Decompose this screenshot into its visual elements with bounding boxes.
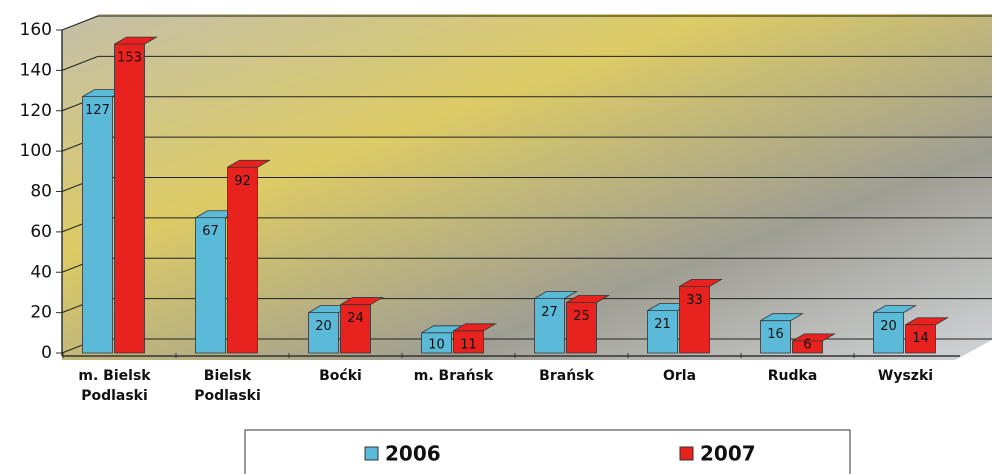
x-tick-label: m. Brańsk	[399, 366, 509, 386]
data-label: 27	[541, 305, 558, 320]
data-label: 16	[767, 327, 784, 342]
legend	[245, 430, 850, 474]
data-label: 21	[654, 317, 671, 332]
data-label: 11	[460, 337, 477, 352]
data-label: 24	[347, 311, 364, 326]
data-label: 6	[803, 338, 811, 353]
data-label: 33	[686, 293, 703, 308]
y-tick-label: 40	[30, 262, 52, 282]
y-tick-label: 0	[41, 343, 52, 363]
y-tick-label: 80	[30, 182, 52, 202]
data-label: 92	[234, 174, 251, 189]
y-tick-label: 60	[30, 222, 52, 242]
legend-label: 2006	[385, 442, 441, 466]
x-tick-label: Boćki	[286, 366, 396, 386]
x-tick-label: Bielsk Podlaski	[188, 366, 268, 406]
data-label: 127	[85, 103, 110, 118]
data-label: 25	[573, 309, 590, 324]
data-label: 67	[202, 224, 219, 239]
legend-label: 2007	[700, 442, 756, 466]
y-tick-label: 160	[20, 20, 52, 40]
x-tick-label: m. Bielsk Podlaski	[75, 366, 155, 406]
y-tick-label: 20	[30, 303, 52, 323]
y-tick-label: 120	[20, 101, 52, 121]
data-label: 10	[428, 338, 445, 353]
data-label: 20	[880, 319, 897, 334]
x-tick-label: Wyszki	[851, 366, 961, 386]
data-label: 20	[315, 319, 332, 334]
data-label: 153	[117, 51, 142, 66]
y-tick-label: 100	[20, 141, 52, 161]
data-label: 14	[912, 331, 929, 346]
y-tick-label: 140	[20, 60, 52, 80]
legend-swatch	[680, 447, 693, 460]
x-tick-label: Rudka	[738, 366, 848, 386]
legend-swatch	[365, 447, 378, 460]
x-tick-label: Orla	[625, 366, 735, 386]
chart: 0 20 40 60 80 100 120 140 160 127 153 67 92 20 24 10 11 2…	[0, 0, 996, 474]
x-tick-label: Brańsk	[512, 366, 622, 386]
